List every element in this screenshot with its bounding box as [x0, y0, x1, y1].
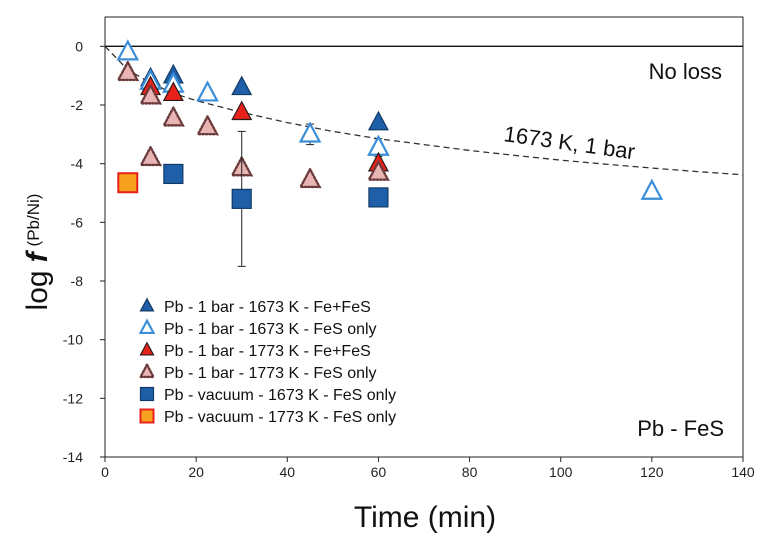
marker-shape	[161, 105, 185, 127]
data-point	[116, 59, 140, 82]
data-point	[298, 121, 322, 143]
legend-entry: Pb - vacuum - 1673 K - FeS only	[139, 386, 396, 404]
annotation-system-label: Pb - FeS	[637, 416, 724, 441]
legend-label: Pb - 1 bar - 1673 K - Fe+FeS	[164, 299, 371, 316]
marker-shape	[139, 297, 155, 312]
y-tick-label: -2	[71, 97, 84, 113]
legend-marker	[138, 362, 156, 379]
data-point	[367, 110, 389, 131]
data-point	[231, 100, 253, 121]
y-axis-title-main: log	[21, 270, 54, 310]
data-point	[139, 144, 163, 167]
data-point	[298, 166, 322, 189]
y-tick-label: -10	[63, 332, 83, 348]
legend-marker	[139, 408, 155, 424]
x-tick-label: 120	[640, 464, 664, 480]
marker-shape	[139, 83, 163, 105]
y-axis-title-sub: (Pb/Ni)	[24, 194, 43, 247]
legend-marker	[138, 318, 156, 335]
y-tick-label: -6	[71, 214, 84, 230]
data-point	[640, 178, 664, 200]
x-tick-label: 80	[462, 464, 478, 480]
y-tick-label: -12	[63, 390, 83, 406]
marker-shape	[298, 121, 322, 143]
model-curve-1673k-1bar	[104, 45, 744, 176]
legend-marker	[139, 341, 155, 356]
data-point	[231, 188, 252, 209]
marker-shape	[138, 362, 156, 379]
y-axis-title-italic: f	[21, 249, 54, 262]
marker-shape	[231, 100, 253, 121]
data-point	[231, 75, 253, 96]
annotation-no-loss: No loss	[649, 59, 722, 84]
marker-shape	[196, 80, 219, 102]
legend-label: Pb - 1 bar - 1673 K - FeS only	[164, 321, 377, 338]
data-point	[196, 113, 220, 136]
annotation-curve-label: 1673 K, 1 bar	[502, 121, 636, 164]
data-marks	[116, 39, 664, 267]
series-5	[117, 172, 139, 194]
marker-shape	[163, 163, 184, 185]
legend: Pb - 1 bar - 1673 K - Fe+FeS Pb - 1 bar -…	[138, 297, 396, 426]
x-tick-label: 40	[279, 464, 295, 480]
marker-shape	[139, 408, 155, 424]
x-tick-label: 140	[731, 464, 755, 480]
curve-layer	[104, 45, 744, 176]
data-point	[163, 163, 184, 185]
marker-shape	[162, 81, 184, 102]
marker-shape	[138, 318, 156, 335]
legend-label: Pb - vacuum - 1773 K - FeS only	[164, 409, 396, 426]
legend-marker	[139, 297, 155, 312]
y-axis-title: log f (Pb/Ni)	[21, 194, 54, 311]
marker-shape	[367, 110, 389, 131]
marker-shape	[139, 341, 155, 356]
series-3	[116, 59, 390, 189]
data-point	[117, 172, 139, 194]
x-tick-label: 0	[101, 464, 109, 480]
legend-entry: Pb - 1 bar - 1673 K - Fe+FeS	[139, 297, 371, 316]
data-point	[368, 187, 389, 208]
legend-entry: Pb - vacuum - 1773 K - FeS only	[139, 408, 396, 426]
axes: 0 20 40 60 80 100 120 140 0 -2 -4 -6 -8 -10 -12 -14	[63, 16, 755, 480]
marker-shape	[116, 59, 140, 82]
marker-shape	[139, 386, 155, 402]
marker-shape	[231, 188, 252, 209]
marker-shape	[366, 159, 390, 181]
data-point	[116, 39, 140, 61]
x-tick-label: 60	[371, 464, 387, 480]
marker-shape	[231, 75, 253, 96]
data-point	[366, 159, 390, 181]
legend-entry: Pb - 1 bar - 1673 K - FeS only	[138, 318, 377, 338]
data-point	[139, 83, 163, 105]
data-point	[196, 80, 219, 102]
marker-shape	[117, 172, 139, 194]
marker-shape	[298, 166, 322, 189]
legend-marker	[139, 386, 155, 402]
y-tick-label: 0	[75, 38, 83, 54]
marker-shape	[139, 144, 163, 167]
data-point	[162, 81, 184, 102]
data-point	[161, 105, 185, 127]
marker-shape	[196, 113, 220, 136]
y-tick-label: -14	[63, 449, 83, 465]
marker-shape	[640, 178, 664, 200]
x-tick-label: 100	[549, 464, 573, 480]
legend-label: Pb - vacuum - 1673 K - FeS only	[164, 387, 396, 404]
marker-shape	[368, 187, 389, 208]
x-axis-title: Time (min)	[354, 501, 496, 534]
legend-label: Pb - 1 bar - 1773 K - FeS only	[164, 365, 377, 382]
series-1	[116, 39, 664, 200]
marker-shape	[116, 39, 140, 61]
legend-label: Pb - 1 bar - 1773 K - Fe+FeS	[164, 343, 371, 360]
legend-entry: Pb - 1 bar - 1773 K - Fe+FeS	[139, 341, 371, 360]
plot-frame	[104, 16, 744, 458]
series-4	[163, 130, 389, 267]
y-tick-label: -4	[71, 156, 84, 172]
y-tick-label: -8	[71, 273, 84, 289]
legend-entry: Pb - 1 bar - 1773 K - FeS only	[138, 362, 377, 382]
x-tick-label: 20	[188, 464, 204, 480]
